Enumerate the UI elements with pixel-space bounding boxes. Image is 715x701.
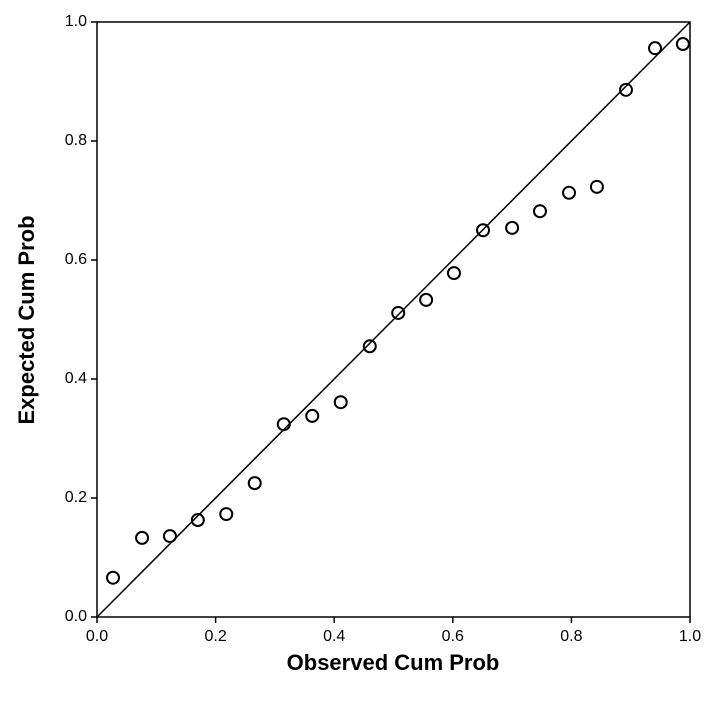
point [420,294,432,306]
x-tick-label: 0.0 [86,628,108,645]
chart: Observed Cum Prob Expected Cum Prob 0.0 0… [0,0,715,701]
point [335,396,347,408]
point [249,477,261,489]
y-tick-label: 0.8 [65,132,87,149]
point [220,508,232,520]
x-tick-label: 0.8 [560,628,582,645]
y-tick-label: 0.0 [65,608,87,625]
point [306,410,318,422]
x-axis-title: Observed Cum Prob [287,650,500,675]
point [534,205,546,217]
point [506,222,518,234]
point [364,340,376,352]
y-axis-title: Expected Cum Prob [14,215,39,424]
point [107,572,119,584]
y-tick-label: 0.2 [65,489,87,506]
x-tick-label: 0.6 [442,628,464,645]
x-tick-label: 1.0 [679,628,701,645]
point [649,42,661,54]
point [164,530,176,542]
point [278,418,290,430]
y-tick-label: 0.4 [65,370,87,387]
reference-line [97,22,690,617]
x-tick-label: 0.4 [323,628,345,645]
point [136,532,148,544]
point [392,307,404,319]
point [448,267,460,279]
x-tick-label: 0.2 [204,628,226,645]
point [591,181,603,193]
point [563,187,575,199]
y-tick-label: 0.6 [65,251,87,268]
point [677,38,689,50]
y-tick-label: 1.0 [65,13,87,30]
